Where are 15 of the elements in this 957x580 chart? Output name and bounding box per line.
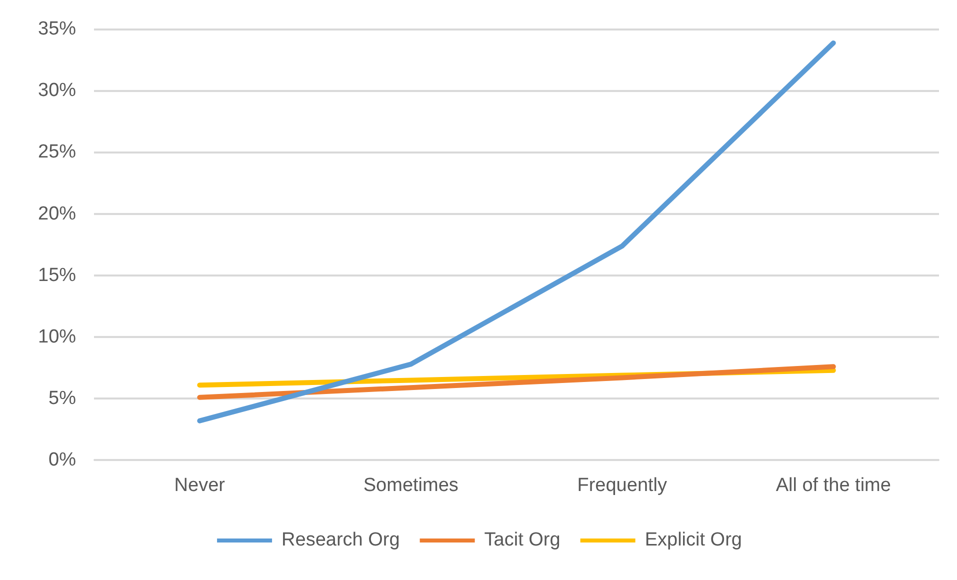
- y-tick-label: 15%: [38, 264, 76, 286]
- x-tick-label: Sometimes: [363, 474, 458, 496]
- legend-label: Explicit Org: [644, 530, 742, 551]
- y-tick-label: 25%: [38, 142, 76, 163]
- x-tick-label: Never: [174, 474, 226, 496]
- legend-label: Tacit Org: [484, 530, 560, 551]
- y-tick-label: 35%: [38, 18, 76, 40]
- x-tick-label: Frequently: [577, 474, 668, 496]
- y-tick-label: 5%: [48, 388, 76, 409]
- y-tick-label: 10%: [38, 326, 76, 348]
- y-tick-label: 20%: [38, 203, 76, 224]
- legend-label: Research Org: [282, 530, 400, 551]
- x-tick-label: All of the time: [776, 474, 891, 496]
- y-tick-label: 30%: [38, 80, 76, 102]
- y-tick-label: 0%: [48, 449, 76, 470]
